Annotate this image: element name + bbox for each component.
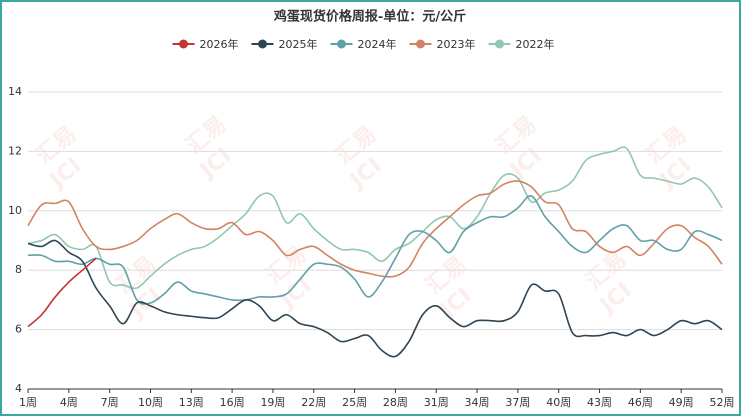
x-tick-label: 49周 — [669, 396, 694, 409]
legend-label: 2025年 — [279, 37, 318, 51]
x-tick-label: 19周 — [260, 396, 285, 409]
series-line — [27, 239, 723, 358]
x-tick-label: 13周 — [179, 396, 204, 409]
legend-label: 2022年 — [516, 37, 555, 51]
x-tick-label: 46周 — [628, 396, 653, 409]
legend-marker — [179, 39, 188, 49]
x-tick-label: 34周 — [465, 396, 490, 409]
series-line — [27, 146, 723, 290]
x-tick-label: 4周 — [60, 396, 78, 409]
x-tick-label: 22周 — [301, 396, 326, 409]
series-line — [27, 195, 723, 305]
legend-label: 2023年 — [437, 37, 476, 51]
y-tick-label: 14 — [8, 85, 22, 98]
y-tick-label: 6 — [15, 323, 22, 336]
y-tick-label: 8 — [15, 263, 22, 276]
legend-label: 2026年 — [200, 37, 239, 51]
y-tick-label: 10 — [8, 204, 22, 217]
legend-marker — [495, 39, 504, 49]
chart-title: 鸡蛋现货价格周报-单位：元/公斤 — [273, 9, 466, 25]
x-tick-label: 43周 — [587, 396, 612, 409]
legend-marker — [416, 39, 425, 49]
y-tick-label: 12 — [8, 144, 22, 157]
y-tick-label: 4 — [15, 382, 22, 395]
x-tick-label: 37周 — [505, 396, 530, 409]
legend-label: 2024年 — [358, 37, 397, 51]
x-tick-label: 31周 — [424, 396, 449, 409]
x-tick-label: 28周 — [383, 396, 408, 409]
series-line — [27, 257, 97, 328]
legend-marker — [337, 39, 346, 49]
legend-marker — [258, 39, 267, 49]
x-tick-label: 52周 — [710, 396, 735, 409]
x-tick-label: 1周 — [19, 396, 37, 409]
x-tick-label: 7周 — [101, 396, 119, 409]
x-tick-label: 25周 — [342, 396, 367, 409]
x-tick-label: 10周 — [138, 396, 163, 409]
series-line — [27, 180, 723, 278]
x-tick-label: 16周 — [220, 396, 245, 409]
x-tick-label: 40周 — [546, 396, 571, 409]
